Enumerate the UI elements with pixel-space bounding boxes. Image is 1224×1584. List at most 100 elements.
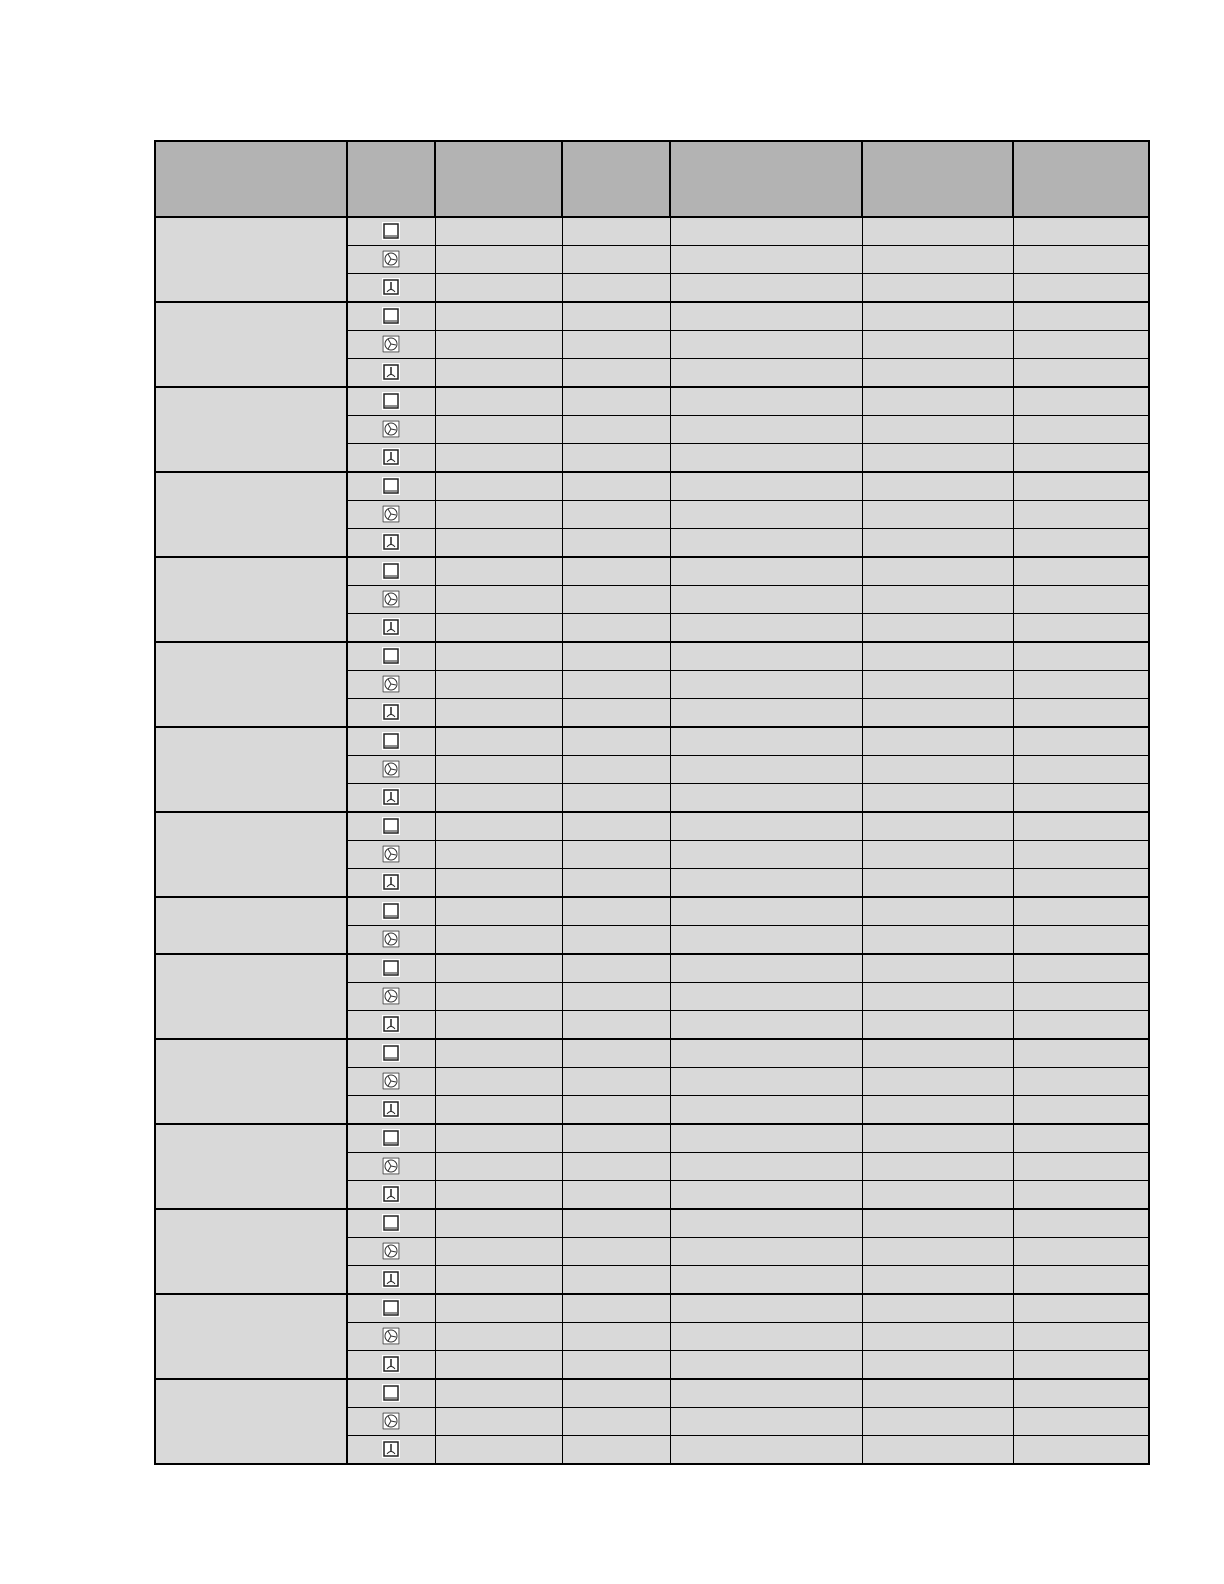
- table-cell: [669, 301, 863, 331]
- table-cell: [861, 556, 1014, 586]
- mode-cell: [346, 755, 436, 784]
- table-row: [155, 1152, 1150, 1181]
- group-label-cell: [154, 953, 348, 1040]
- table-cell: [434, 1293, 563, 1323]
- fan-icon: [382, 987, 401, 1006]
- fan-bottom-heat-icon: [382, 448, 401, 467]
- fan-bottom-heat-icon: [382, 1015, 401, 1034]
- table-cell: [1012, 216, 1150, 246]
- table-cell: [561, 556, 671, 586]
- table-cell: [561, 953, 671, 983]
- fan-bottom-heat-icon: [382, 1185, 401, 1204]
- mode-cell: [346, 726, 436, 756]
- table-row: [155, 1322, 1150, 1351]
- table-cell: [861, 925, 1014, 955]
- fan-icon: [382, 1242, 401, 1261]
- table-cell: [1012, 245, 1150, 274]
- table-cell: [669, 1152, 863, 1181]
- table-cell: [861, 1293, 1014, 1323]
- table-cell: [561, 1038, 671, 1068]
- table-cell: [861, 1152, 1014, 1181]
- table-cell: [669, 330, 863, 359]
- group-label-cell: [154, 301, 348, 388]
- table-cell: [861, 1407, 1014, 1436]
- table-cell: [561, 613, 671, 643]
- table-cell: [669, 698, 863, 728]
- mode-cell: [346, 868, 436, 898]
- fan-bottom-heat-icon: [382, 1355, 401, 1374]
- table-cell: [434, 726, 563, 756]
- group-label-cell: [154, 641, 348, 728]
- conventional-icon: [382, 562, 401, 581]
- table-row: [155, 1407, 1150, 1436]
- table-cell: [561, 783, 671, 813]
- table-cell: [434, 1350, 563, 1380]
- table-cell: [434, 1378, 563, 1408]
- table-cell: [861, 273, 1014, 303]
- table-cell: [561, 641, 671, 671]
- table-cell: [1012, 698, 1150, 728]
- table-cell: [434, 698, 563, 728]
- cooking-table: [154, 140, 1150, 1465]
- table-cell: [434, 840, 563, 869]
- table-cell: [1012, 670, 1150, 699]
- table-row: [154, 1293, 1150, 1380]
- table-cell: [561, 1322, 671, 1351]
- table-cell: [861, 1265, 1014, 1295]
- table-cell: [1012, 868, 1150, 898]
- mode-cell: [346, 1378, 436, 1408]
- table-row: [154, 896, 1150, 955]
- table-row: [155, 670, 1150, 699]
- table-row: [154, 641, 1150, 728]
- table-cell: [434, 216, 563, 246]
- table-cell: [669, 1293, 863, 1323]
- table-cell: [861, 670, 1014, 699]
- table-cell: [861, 1237, 1014, 1266]
- table-cell: [861, 1123, 1014, 1153]
- mode-cell: [346, 1350, 436, 1380]
- table-row: [154, 471, 1150, 558]
- conventional-icon: [382, 1129, 401, 1148]
- table-cell: [561, 868, 671, 898]
- fan-icon: [382, 505, 401, 524]
- mode-cell: [346, 641, 436, 671]
- table-row: [155, 273, 1150, 303]
- mode-cell: [346, 1322, 436, 1351]
- table-cell: [561, 1067, 671, 1096]
- table-cell: [434, 1095, 563, 1125]
- mode-cell: [346, 471, 436, 501]
- table-cell: [561, 1123, 671, 1153]
- table-cell: [669, 1123, 863, 1153]
- table-cell: [669, 982, 863, 1011]
- conventional-icon: [382, 817, 401, 836]
- table-cell: [861, 528, 1014, 558]
- table-cell: [1012, 1067, 1150, 1096]
- table-row: [155, 358, 1150, 388]
- table-cell: [1012, 840, 1150, 869]
- table-cell: [861, 1435, 1014, 1465]
- table-cell: [434, 868, 563, 898]
- table-row: [155, 585, 1150, 614]
- table-cell: [861, 896, 1014, 926]
- conventional-icon: [382, 392, 401, 411]
- mode-cell: [346, 698, 436, 728]
- table-cell: [561, 1265, 671, 1295]
- table-cell: [434, 953, 563, 983]
- conventional-icon: [382, 1044, 401, 1063]
- table-cell: [669, 471, 863, 501]
- mode-cell: [346, 953, 436, 983]
- table-cell: [434, 1010, 563, 1040]
- table-cell: [434, 1038, 563, 1068]
- table-cell: [434, 273, 563, 303]
- table-cell: [861, 755, 1014, 784]
- table-row: [155, 1067, 1150, 1096]
- table-cell: [1012, 358, 1150, 388]
- table-row: [154, 301, 1150, 388]
- table-cell: [434, 755, 563, 784]
- table-row: [154, 726, 1150, 813]
- table-row: [155, 245, 1150, 274]
- mode-cell: [346, 216, 436, 246]
- conventional-icon: [382, 1384, 401, 1403]
- table-cell: [861, 1180, 1014, 1210]
- table-cell: [434, 500, 563, 529]
